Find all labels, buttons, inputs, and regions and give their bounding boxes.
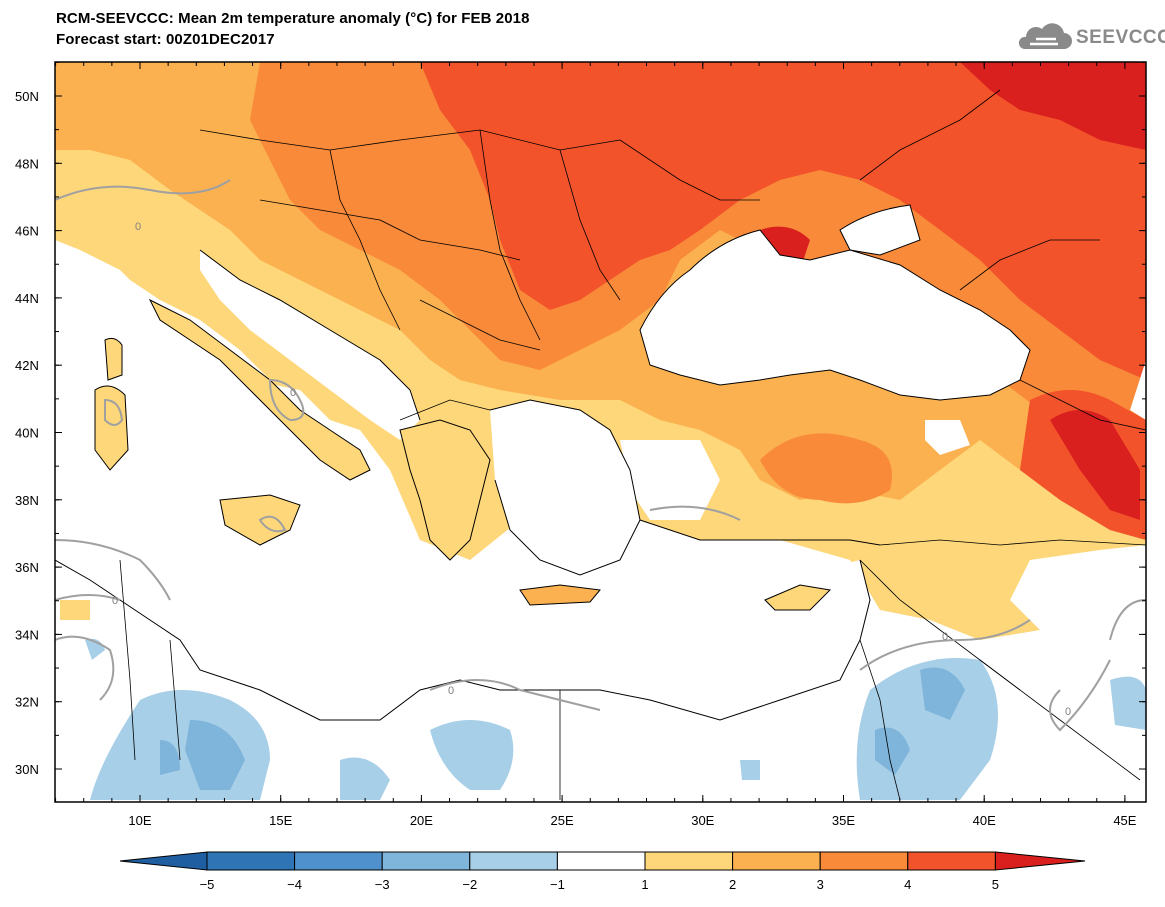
contour-label: 0 xyxy=(290,387,296,399)
lon-label: 20E xyxy=(410,813,433,828)
lat-label: 30N xyxy=(15,762,39,777)
colorbar-label: 3 xyxy=(817,877,824,892)
black-sea xyxy=(640,230,1030,400)
colorbar-label: 5 xyxy=(992,877,999,892)
cyprus xyxy=(765,585,830,610)
lat-label: 42N xyxy=(15,358,39,373)
lat-label: 36N xyxy=(15,560,39,575)
aegean-sea xyxy=(490,400,640,575)
crete xyxy=(520,585,600,605)
colorbar-segment xyxy=(294,851,383,871)
lat-label: 46N xyxy=(15,224,39,239)
anomaly-fill-1-2-africa xyxy=(60,600,90,620)
contour-label: 0 xyxy=(1065,706,1071,718)
colorbar-min-arrow xyxy=(119,851,208,871)
corsica xyxy=(105,338,122,380)
lon-label: 15E xyxy=(269,813,292,828)
islands xyxy=(95,300,830,610)
contour-label: 0 xyxy=(942,631,948,643)
colorbar-label: −4 xyxy=(287,877,302,892)
italy xyxy=(150,300,370,480)
colorbar-segment xyxy=(732,851,821,871)
colorbar-max-arrow xyxy=(994,851,1086,871)
colorbar-segment xyxy=(469,851,558,871)
colorbar-label: 4 xyxy=(904,877,911,892)
negative-anomaly-areas xyxy=(85,638,1146,800)
colorbar-segment xyxy=(644,851,734,871)
coastlines xyxy=(55,204,1031,721)
cloud-icon xyxy=(1018,23,1072,49)
greece xyxy=(400,420,490,560)
colorbar-label: −1 xyxy=(550,877,565,892)
sea-areas xyxy=(55,205,1146,720)
colorbar-segment xyxy=(907,851,996,871)
longitude-axis: 10E 15E 20E 25E 30E 35E 40E 45E xyxy=(55,62,1137,828)
sardinia xyxy=(95,386,128,470)
anomaly-fill-gt5 xyxy=(960,62,1146,150)
colorbar-segment xyxy=(206,851,296,871)
caspian-sea xyxy=(1130,360,1146,420)
colorbar: −5 −4 −3 −2 −1 1 2 3 4 5 xyxy=(119,851,1086,892)
colorbar-segment xyxy=(819,851,909,871)
contour-label: 0 xyxy=(112,595,118,607)
lon-label: 45E xyxy=(1113,813,1136,828)
anomaly-gap-east xyxy=(925,420,970,455)
lon-label: 40E xyxy=(973,813,996,828)
map-title-block: RCM-SEEVCCC: Mean 2m temperature anomaly… xyxy=(56,8,530,50)
colorbar-label: −3 xyxy=(375,877,390,892)
lat-label: 34N xyxy=(15,627,39,642)
tyrrhenian-sea xyxy=(55,240,870,720)
contour-label: 0 xyxy=(448,685,454,697)
lon-label: 35E xyxy=(832,813,855,828)
colorbar-label: 1 xyxy=(641,877,648,892)
contour-label: 0 xyxy=(135,221,141,233)
logo-text: SEEVCCC xyxy=(1076,27,1165,48)
lat-label: 50N xyxy=(15,89,39,104)
anomaly-fill-3-4-turkey xyxy=(760,433,892,504)
country-borders xyxy=(119,89,1146,801)
forecast-start: Forecast start: 00Z01DEC2017 xyxy=(56,31,275,48)
colorbar-segment xyxy=(381,851,471,871)
map-plot-area: 0 0 0 0 0 0 xyxy=(55,62,1146,802)
colorbar-label: 2 xyxy=(729,877,736,892)
lon-label: 30E xyxy=(691,813,714,828)
map-title: RCM-SEEVCCC: Mean 2m temperature anomaly… xyxy=(56,10,530,27)
lat-label: 32N xyxy=(15,695,39,710)
lon-label: 10E xyxy=(128,813,151,828)
lat-label: 44N xyxy=(15,291,39,306)
colorbar-label: −2 xyxy=(462,877,477,892)
lon-label: 25E xyxy=(551,813,574,828)
adriatic-sea xyxy=(200,250,420,440)
anomaly-fill-gt5-armenia xyxy=(1050,410,1140,520)
contour-labels: 0 0 0 0 0 0 xyxy=(112,221,1071,718)
latitude-axis: 50N 48N 46N 44N 42N 40N 38N 36N 34N 32N 30N xyxy=(15,61,1146,777)
colorbar-label: −5 xyxy=(200,877,215,892)
seevccc-logo: SEEVCCC xyxy=(1016,22,1165,54)
lat-label: 48N xyxy=(15,156,39,171)
colorbar-segment xyxy=(556,851,646,871)
lat-label: 38N xyxy=(15,493,39,508)
lat-label: 40N xyxy=(15,426,39,441)
anomaly-gap-turkey xyxy=(620,440,720,520)
anomaly-fill-4-5 xyxy=(420,62,1146,380)
azov-sea xyxy=(840,205,920,255)
zero-contours xyxy=(55,179,1146,732)
